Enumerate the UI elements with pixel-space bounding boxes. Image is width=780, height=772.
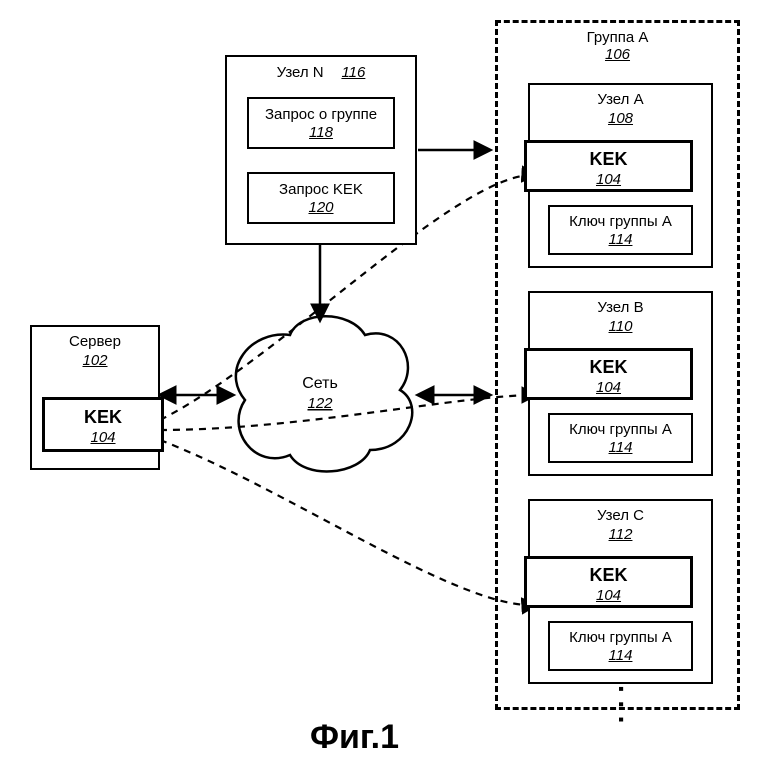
group-nodeC-kek-label: KEK [527, 562, 690, 587]
group-nodeB-title: Узел B [530, 299, 711, 318]
group-nodeC: Узел C 112 KEK 104 Ключ группы A 114 [528, 499, 713, 684]
server-box: Сервер 102 KEK 104 [30, 325, 160, 470]
group-title: Группа A [498, 29, 737, 46]
group-nodeC-key-label: Ключ группы A [550, 626, 691, 647]
nodeN-req-group: Запрос о группе 118 [247, 97, 395, 149]
server-kek-num: 104 [45, 429, 161, 447]
group-nodeC-kek-num: 104 [527, 587, 690, 605]
group-nodeA-title: Узел A [530, 91, 711, 110]
diagram-canvas: { "figure_label": "Фиг.1", "colors": { "… [0, 0, 780, 772]
group-nodeC-title: Узел C [530, 507, 711, 526]
figure-label: Фиг.1 [310, 718, 399, 757]
group-nodeB-kek-label: KEK [527, 354, 690, 379]
group-nodeA-key-label: Ключ группы A [550, 210, 691, 231]
group-box: Группа A 106 Узел A 108 KEK 104 Ключ гру… [495, 20, 740, 710]
nodeN-req-group-label: Запрос о группе [249, 102, 393, 124]
group-nodeA-key-num: 114 [550, 231, 691, 249]
group-nodeB-kek-num: 104 [527, 379, 690, 397]
group-nodeC-key-num: 114 [550, 647, 691, 665]
server-kek-box: KEK 104 [42, 397, 164, 452]
group-nodeB-key: Ключ группы A 114 [548, 413, 693, 463]
server-title: Сервер [32, 333, 158, 352]
nodeN-title: Узел N [277, 64, 324, 81]
group-nodeB-kek: KEK 104 [524, 348, 693, 400]
group-nodeA: Узел A 108 KEK 104 Ключ группы A 114 [528, 83, 713, 268]
group-nodeC-num: 112 [530, 526, 711, 545]
network-title: Сеть [302, 375, 338, 392]
server-num: 102 [32, 352, 158, 371]
group-nodeA-num: 108 [530, 110, 711, 129]
group-nodeC-kek: KEK 104 [524, 556, 693, 608]
nodeN-num: 116 [341, 64, 365, 81]
nodeN-req-kek-label: Запрос KEK [249, 177, 393, 199]
group-nodeC-key: Ключ группы A 114 [548, 621, 693, 671]
nodeN-req-kek: Запрос KEK 120 [247, 172, 395, 224]
group-nodeA-kek-num: 104 [527, 171, 690, 189]
nodeN-req-group-num: 118 [249, 124, 393, 142]
group-nodeB: Узел B 110 KEK 104 Ключ группы A 114 [528, 291, 713, 476]
dashed-server-nodeC [160, 440, 536, 605]
group-nodeA-kek-label: KEK [527, 146, 690, 171]
group-nodeB-num: 110 [530, 318, 711, 337]
nodeN-req-kek-num: 120 [249, 199, 393, 217]
network-num: 122 [307, 395, 333, 412]
continuation-dots: ··· [605, 685, 637, 731]
nodeN-box: Узел N 116 Запрос о группе 118 Запрос KE… [225, 55, 417, 245]
group-nodeB-key-num: 114 [550, 439, 691, 457]
group-nodeB-key-label: Ключ группы A [550, 418, 691, 439]
network-cloud: Сеть 122 [236, 316, 412, 471]
group-nodeA-key: Ключ группы A 114 [548, 205, 693, 255]
group-num: 106 [498, 46, 737, 63]
dashed-server-nodeB [160, 395, 536, 430]
group-nodeA-kek: KEK 104 [524, 140, 693, 192]
server-kek-label: KEK [45, 403, 161, 429]
